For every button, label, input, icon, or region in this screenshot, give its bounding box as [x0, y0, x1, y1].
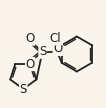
- Text: O: O: [26, 32, 35, 45]
- Text: O: O: [53, 42, 62, 55]
- Text: S: S: [39, 45, 46, 58]
- Text: S: S: [20, 83, 27, 96]
- Text: O: O: [26, 58, 35, 71]
- Text: Cl: Cl: [50, 32, 61, 45]
